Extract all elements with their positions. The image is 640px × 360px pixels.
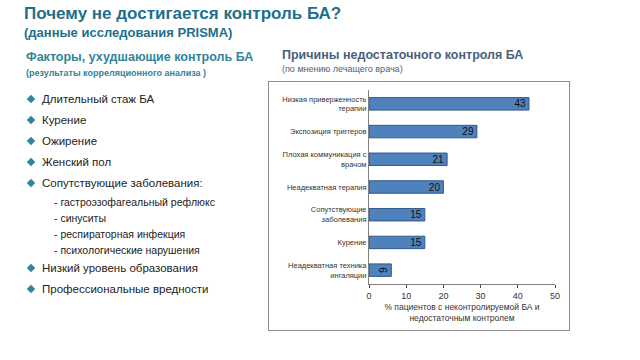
html-text:- синуситы: - синуситы xyxy=(54,212,106,224)
svg-text:6: 6 xyxy=(377,267,388,273)
html-text:(данные исследования PRISMA): (данные исследования PRISMA) xyxy=(24,25,233,40)
html-text:Почему не достигается контроль: Почему не достигается контроль БА? xyxy=(24,4,342,23)
html-text:(по мнению лечащего врача): (по мнению лечащего врача) xyxy=(282,64,403,74)
svg-text:15: 15 xyxy=(410,237,422,248)
svg-text:Плохая коммуникация сврачом: Плохая коммуникация сврачом xyxy=(283,150,367,169)
html-text:Женский пол: Женский пол xyxy=(42,156,112,168)
html-text:Курение: Курение xyxy=(42,114,87,126)
svg-text:Экспозиция триггеров: Экспозиция триггеров xyxy=(290,127,367,136)
svg-text:Неадекватная техникаингаляции: Неадекватная техникаингаляции xyxy=(288,261,367,280)
svg-text:43: 43 xyxy=(514,98,526,109)
svg-text:% пациентов с неконтролируемой: % пациентов с неконтролируемой БА инедос… xyxy=(384,302,539,323)
svg-text:20: 20 xyxy=(429,182,441,193)
svg-text:40: 40 xyxy=(513,291,523,301)
html-text:Факторы, ухудшающие контроль Б: Факторы, ухудшающие контроль БА xyxy=(26,50,254,64)
svg-text:10: 10 xyxy=(401,291,411,301)
html-text:- респираторная инфекция: - респираторная инфекция xyxy=(54,228,186,240)
svg-text:21: 21 xyxy=(433,154,445,165)
html-text:(результаты корреляционного ан: (результаты корреляционного анализа ) xyxy=(26,68,207,78)
svg-text:30: 30 xyxy=(476,291,486,301)
html-text:Сопутствующие заболевания:: Сопутствующие заболевания: xyxy=(42,177,203,189)
html-text:Ожирение: Ожирение xyxy=(42,135,97,147)
html-text:Низкий уровень образования: Низкий уровень образования xyxy=(42,262,198,274)
svg-text:Неадекватная терапия: Неадекватная терапия xyxy=(287,183,367,192)
html-text:Профессиональные вредности: Профессиональные вредности xyxy=(42,283,209,295)
svg-text:Низкая приверженностьтерапии: Низкая приверженностьтерапии xyxy=(282,95,366,114)
html-text:Длительный стаж БА: Длительный стаж БА xyxy=(42,93,155,105)
svg-text:50: 50 xyxy=(550,291,560,301)
html-text:- гастроэзофагеальный рефлюкс: - гастроэзофагеальный рефлюкс xyxy=(54,196,215,208)
svg-text:15: 15 xyxy=(410,209,422,220)
svg-text:0: 0 xyxy=(366,291,371,301)
svg-text:20: 20 xyxy=(438,291,448,301)
html-text:Причины недостаточного контрол: Причины недостаточного контроля БА xyxy=(282,48,524,62)
svg-text:Сопутствующиезаболевания: Сопутствующиезаболевания xyxy=(311,205,367,224)
html-text:- психологические нарушения: - психологические нарушения xyxy=(54,244,200,256)
svg-text:29: 29 xyxy=(462,126,474,137)
svg-text:Курение: Курение xyxy=(338,238,367,247)
